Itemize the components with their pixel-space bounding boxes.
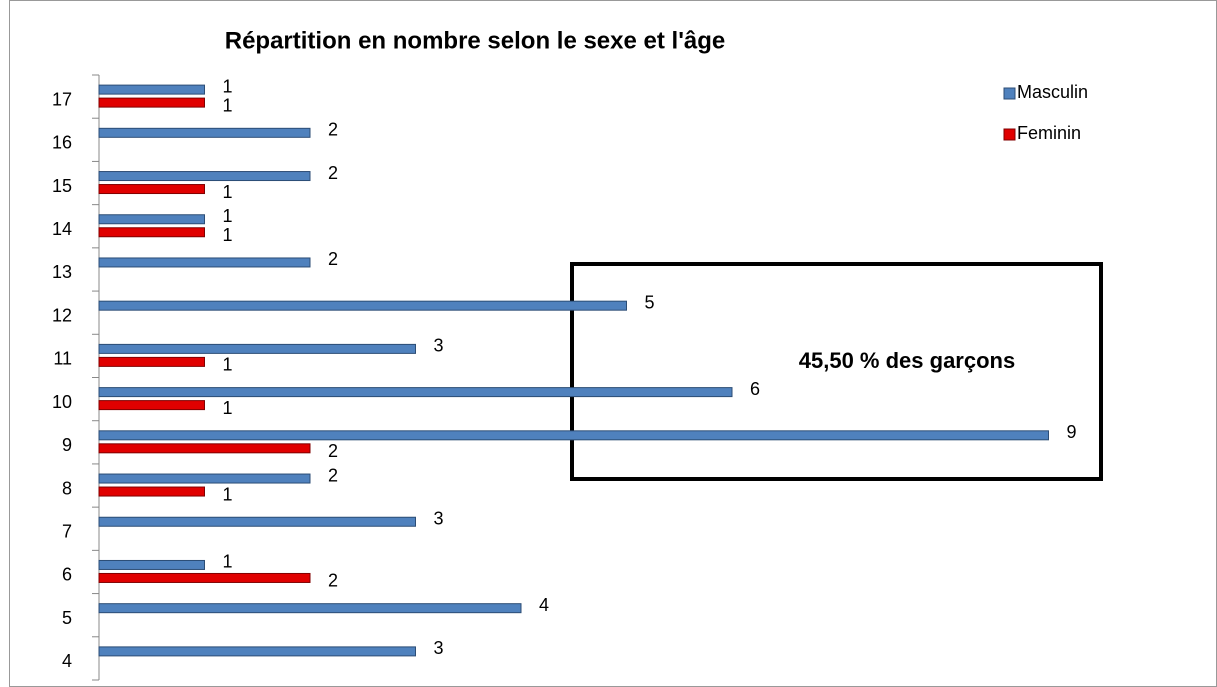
value-label: 1 [223,552,233,572]
chart-title: Répartition en nombre selon le sexe et l… [225,27,726,54]
value-label: 2 [328,571,338,591]
bar [98,473,311,484]
annotation: 45,50 % des garçons [799,348,1015,373]
value-label: 4 [539,595,549,615]
value-label: 1 [223,76,233,96]
bar [98,603,522,614]
value-label: 1 [223,225,233,245]
value-label: 3 [434,509,444,529]
bar [98,127,311,138]
bar [98,400,205,411]
bar [98,227,205,238]
bar [98,300,627,311]
legend-swatch [1003,128,1016,141]
legend-label: Feminin [1017,123,1081,143]
y-tick-label: 16 [52,133,72,153]
bar [98,343,416,354]
bar [98,559,205,570]
y-tick-label: 14 [52,219,72,239]
y-tick-label: 12 [52,305,72,325]
y-tick-label: 11 [53,349,72,369]
y-tick-label: 10 [52,392,72,412]
annotation-box [570,262,1103,481]
y-tick-label: 15 [52,176,72,196]
value-label: 2 [328,163,338,183]
legend-label: Masculin [1017,82,1088,102]
legend-swatch [1003,87,1016,100]
value-label: 5 [645,292,655,312]
bar [98,387,733,398]
value-label: 2 [328,465,338,485]
bar [98,486,205,497]
value-label: 1 [223,182,233,202]
y-tick-label: 6 [62,565,72,585]
value-label: 9 [1067,422,1077,442]
value-label: 2 [328,441,338,461]
value-label: 6 [750,379,760,399]
value-label: 1 [223,95,233,115]
y-tick-label: 9 [62,435,72,455]
value-label: 2 [328,120,338,140]
value-label: 1 [223,398,233,418]
value-label: 1 [223,355,233,375]
bar [98,214,205,225]
y-tick-label: 5 [62,608,72,628]
bar [98,356,205,367]
bar [98,97,205,108]
value-label: 3 [434,336,444,356]
y-tick-label: 4 [62,651,72,671]
value-label: 1 [223,206,233,226]
value-label: 1 [223,484,233,504]
bar [98,171,311,182]
value-label: 3 [434,638,444,658]
y-tick-label: 13 [52,262,72,282]
value-label: 2 [328,249,338,269]
bar [98,572,311,583]
bar [98,646,416,657]
y-tick-label: 7 [62,522,72,542]
bar [98,443,311,454]
bar [98,84,205,95]
y-tick-label: 8 [62,478,72,498]
bar [98,430,1049,441]
bar [98,516,416,527]
bar [98,184,205,195]
y-tick-label: 17 [52,89,72,109]
bar [98,257,311,268]
